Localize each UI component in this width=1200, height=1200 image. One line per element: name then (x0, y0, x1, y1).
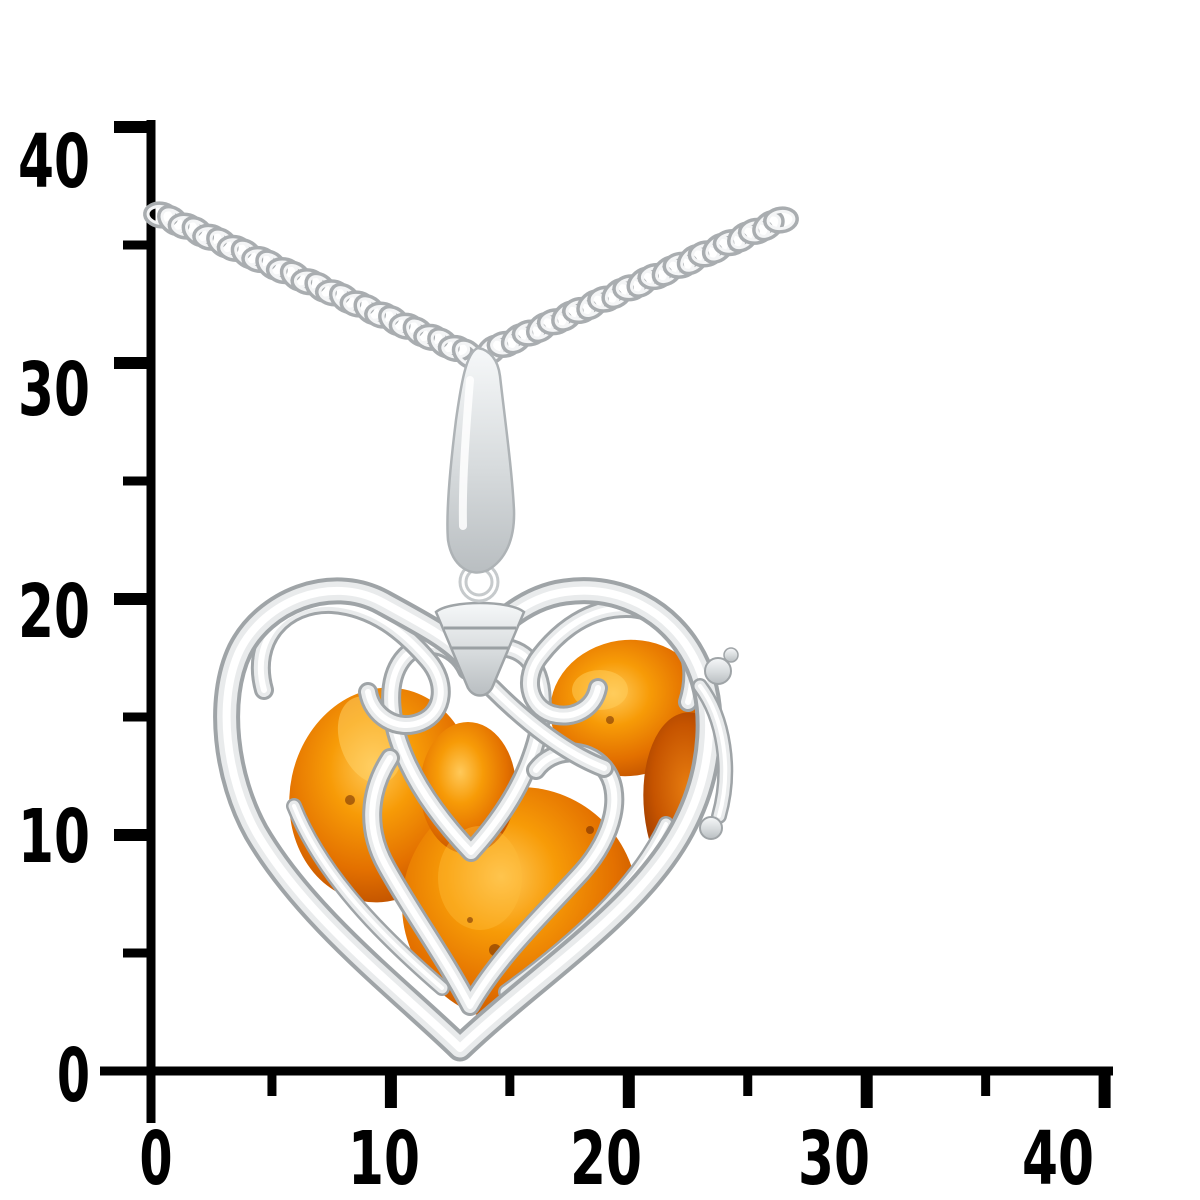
bail-assembly (434, 346, 526, 697)
bail (446, 346, 516, 574)
chain-link (752, 210, 785, 242)
clasp-bead-bottom (699, 816, 723, 840)
x-axis-label: 20 (570, 1116, 642, 1200)
y-axis-label: 20 (18, 569, 90, 655)
necklace (143, 201, 799, 1048)
clasp-bead-top (704, 657, 732, 685)
clasp-bead-small (723, 647, 739, 663)
x-axis-label: 30 (798, 1116, 870, 1200)
bail-cone-ridges (444, 626, 516, 650)
chain-link (766, 209, 796, 231)
x-axis-label: 10 (348, 1116, 420, 1200)
clasp (699, 647, 739, 840)
chain-link (437, 334, 474, 363)
y-axis-label: 10 (18, 794, 90, 880)
y-axis-label: 0 (57, 1033, 90, 1119)
bail-highlight (458, 376, 474, 530)
measurement-scale: 0 10 20 30 40 0 10 20 30 40 (18, 119, 1113, 1200)
x-axis-labels: 0 10 20 30 40 (140, 1116, 1095, 1200)
chain-right-strand (475, 206, 799, 366)
y-axis-label: 40 (18, 119, 90, 205)
chain-left-strand (143, 201, 485, 370)
x-axis-ticks (267, 1071, 1111, 1108)
y-axis-label: 30 (18, 347, 90, 433)
chain-link (763, 206, 799, 234)
x-axis-label: 0 (140, 1116, 173, 1200)
y-axis-ticks (114, 121, 151, 958)
y-axis-labels: 0 10 20 30 40 (18, 119, 90, 1119)
x-axis-label: 40 (1022, 1116, 1094, 1200)
